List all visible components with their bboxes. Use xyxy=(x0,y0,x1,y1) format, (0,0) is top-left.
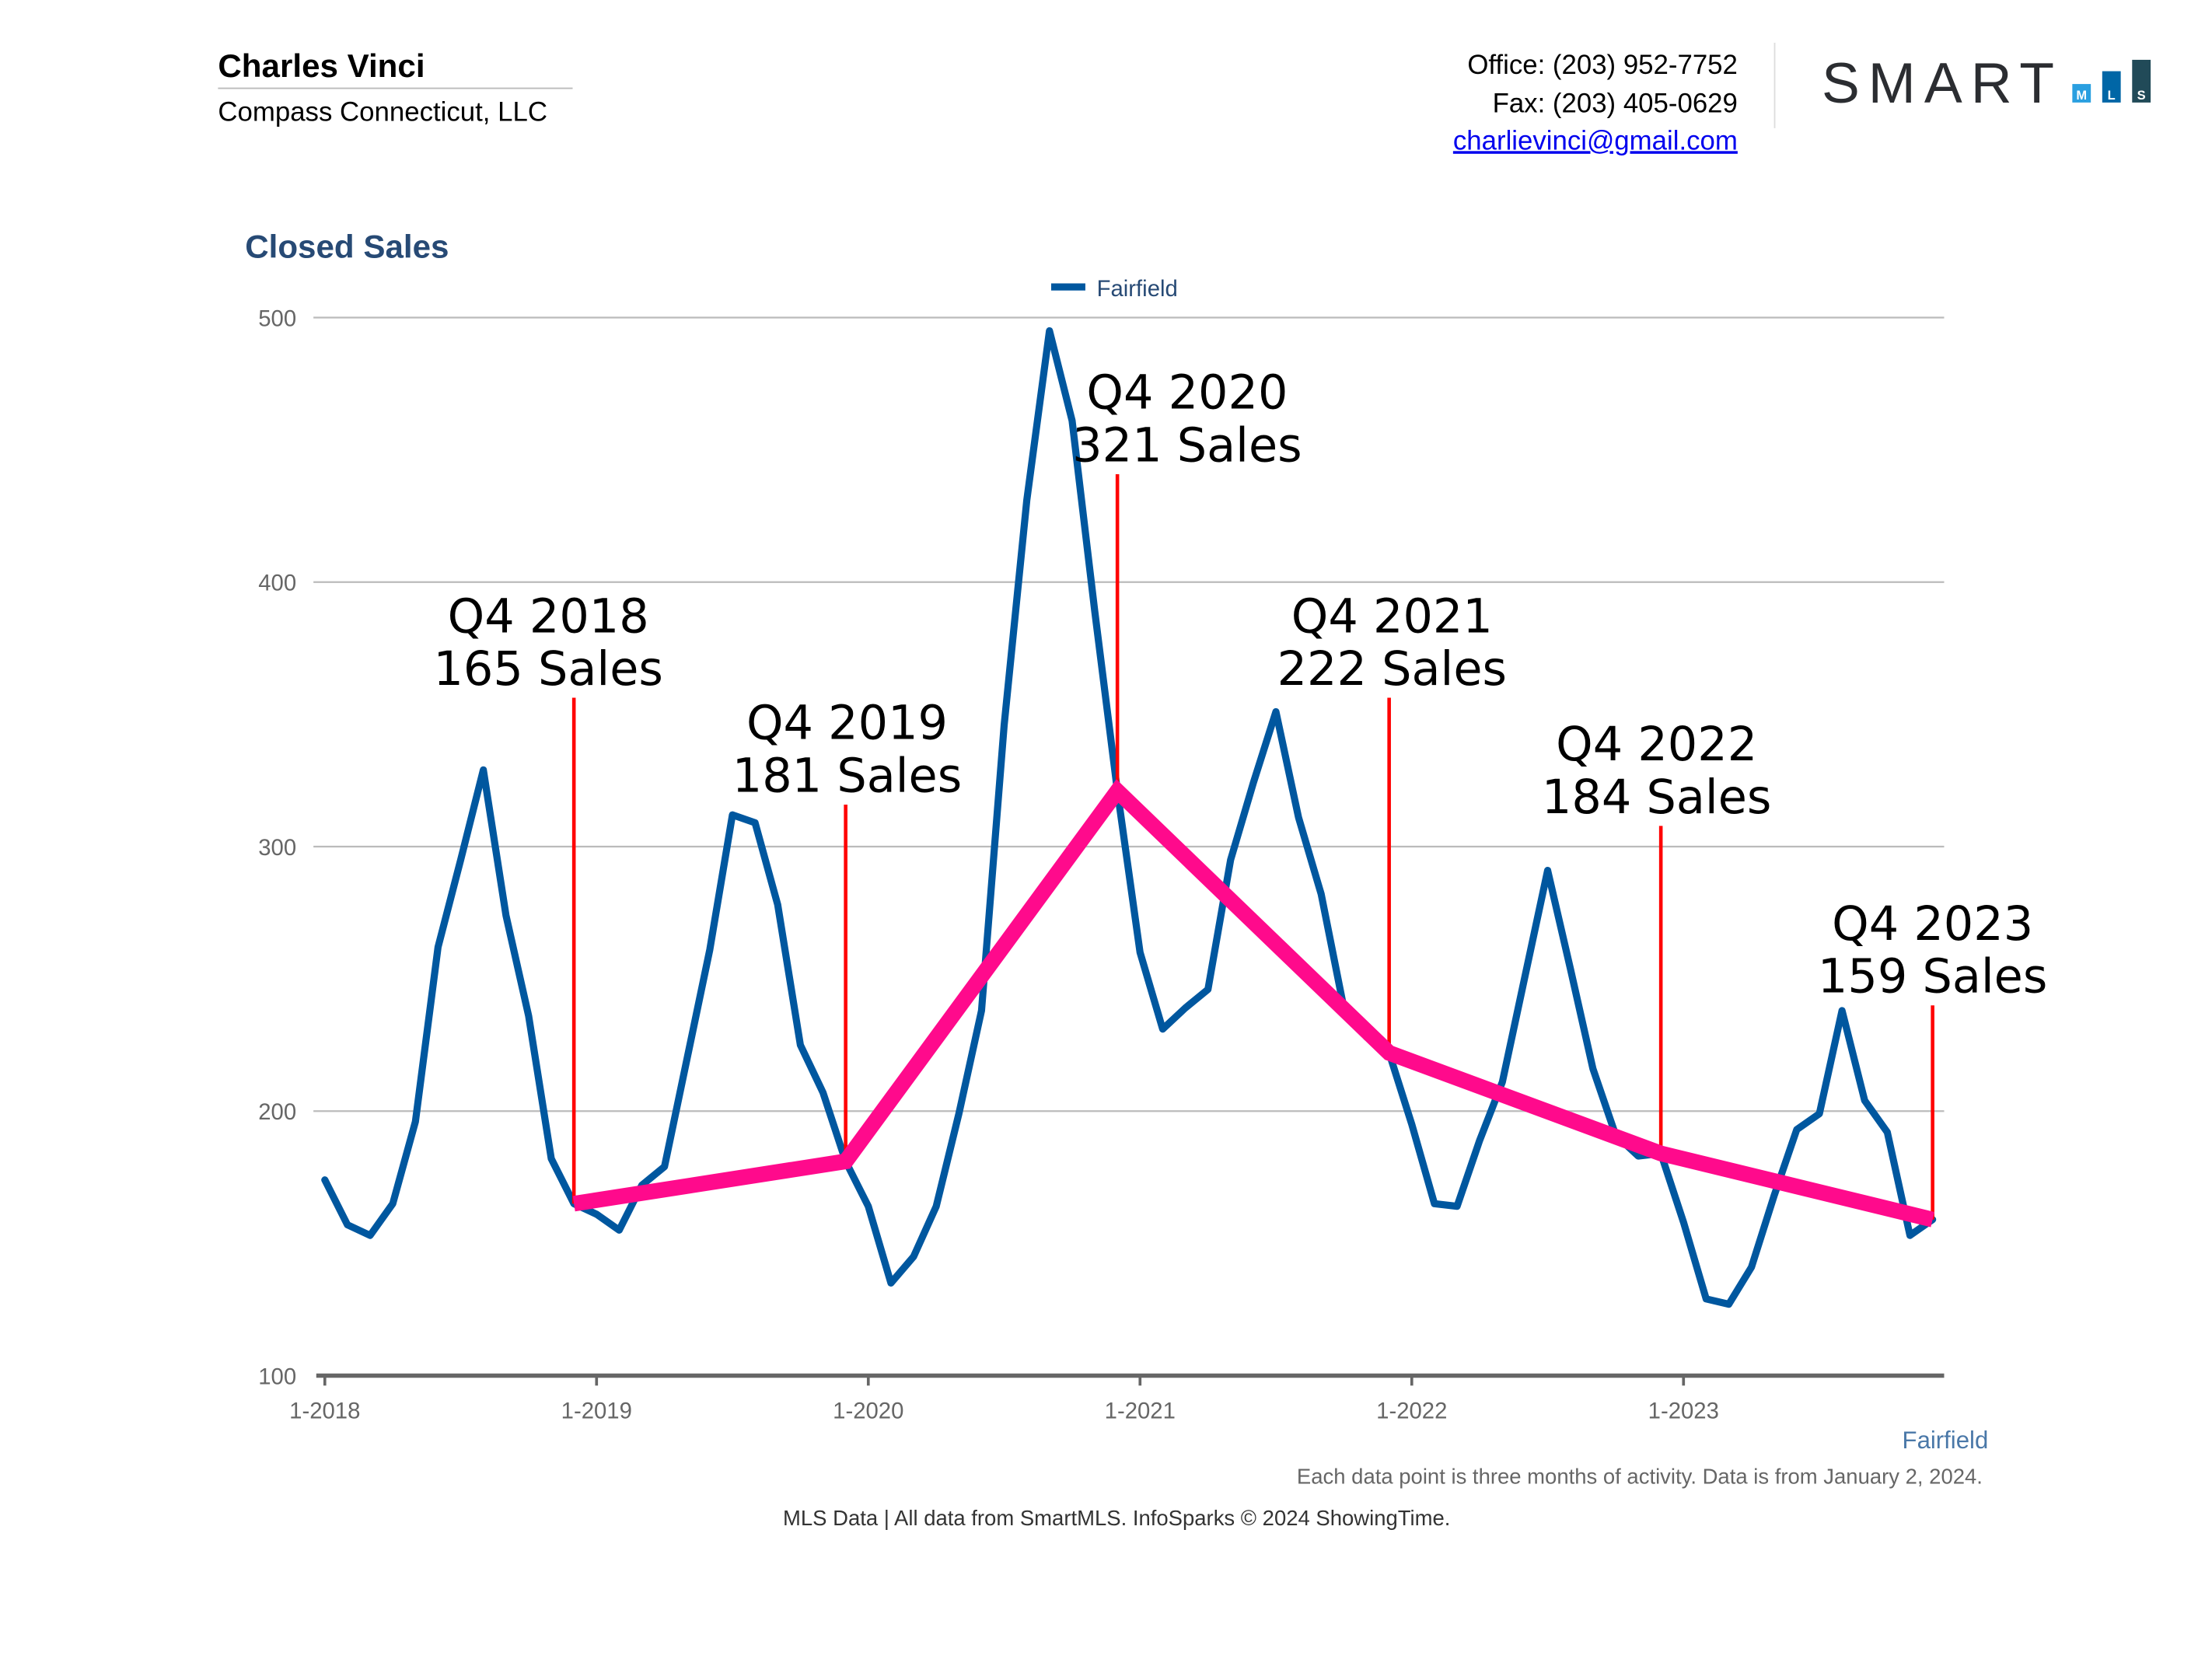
series-line-fairfield xyxy=(321,327,1937,1308)
annotation-period-label: Q4 2021 xyxy=(1291,589,1493,644)
annotation-sales-label: 321 Sales xyxy=(1072,418,1302,473)
legend-label-fairfield: Fairfield xyxy=(1097,276,1178,302)
annotation-sales-label: 165 Sales xyxy=(433,642,662,697)
logo-letter-l: L xyxy=(2108,89,2116,103)
y-tick-label: 400 xyxy=(258,571,296,596)
logo-letter-m: M xyxy=(2076,89,2087,103)
email-link[interactable]: charlievinci@gmail.com xyxy=(1453,125,1738,155)
gridlines xyxy=(313,316,1945,1112)
annotation-period-label: Q4 2022 xyxy=(1556,718,1757,772)
series-layer xyxy=(321,327,1937,1308)
x-tick-label: 1-2020 xyxy=(833,1398,903,1423)
y-tick-label: 500 xyxy=(258,306,296,331)
annotation-period-label: Q4 2023 xyxy=(1832,897,2033,952)
fax-number: Fax: (203) 405-0629 xyxy=(1493,89,1738,119)
y-tick-label: 300 xyxy=(258,835,296,861)
logo-box-s xyxy=(2132,59,2151,103)
y-tick-label: 100 xyxy=(258,1364,296,1389)
chart-title: Closed Sales xyxy=(245,229,449,265)
annotation-period-label: Q4 2020 xyxy=(1086,366,1288,421)
x-tick-label: 1-2022 xyxy=(1376,1398,1447,1423)
logo-text: SMART xyxy=(1822,51,2063,115)
y-axis: 100 200 300 400 500 xyxy=(258,306,296,1389)
annotation-sales-label: 159 Sales xyxy=(1818,950,2047,1004)
q4-trend-line xyxy=(572,779,1935,1228)
company-name: Compass Connecticut, LLC xyxy=(218,97,547,127)
logo-letter-s: S xyxy=(2137,89,2146,103)
office-phone: Office: (203) 952-7752 xyxy=(1467,50,1738,80)
annotation-sales-label: 184 Sales xyxy=(1542,770,1771,825)
x-tick-label: 1-2019 xyxy=(561,1398,632,1423)
footer-credit: MLS Data | All data from SmartMLS. InfoS… xyxy=(783,1506,1450,1530)
annotation-period-label: Q4 2019 xyxy=(746,697,948,751)
x-tick-label: 1-2018 xyxy=(289,1398,360,1423)
agent-name: Charles Vinci xyxy=(218,47,425,84)
legend-swatch-fairfield xyxy=(1050,283,1085,291)
logo-box-m xyxy=(2072,84,2091,103)
annotation-period-label: Q4 2018 xyxy=(448,589,649,644)
smartmls-logo: SMART M L S xyxy=(1822,51,2151,115)
logo-box-l xyxy=(2102,71,2121,103)
annotation-sales-label: 222 Sales xyxy=(1277,642,1507,697)
data-note: Each data point is three months of activ… xyxy=(1297,1465,1983,1489)
annotation-sales-label: 181 Sales xyxy=(732,749,962,803)
x-tick-label: 1-2021 xyxy=(1105,1398,1176,1423)
y-tick-label: 200 xyxy=(258,1099,296,1125)
x-axis: 1-2018 1-2019 1-2020 1-2021 1-2022 1-2023 xyxy=(289,1373,1945,1423)
x-tick-label: 1-2023 xyxy=(1648,1398,1719,1423)
bottom-series-label: Fairfield xyxy=(1903,1427,1989,1454)
